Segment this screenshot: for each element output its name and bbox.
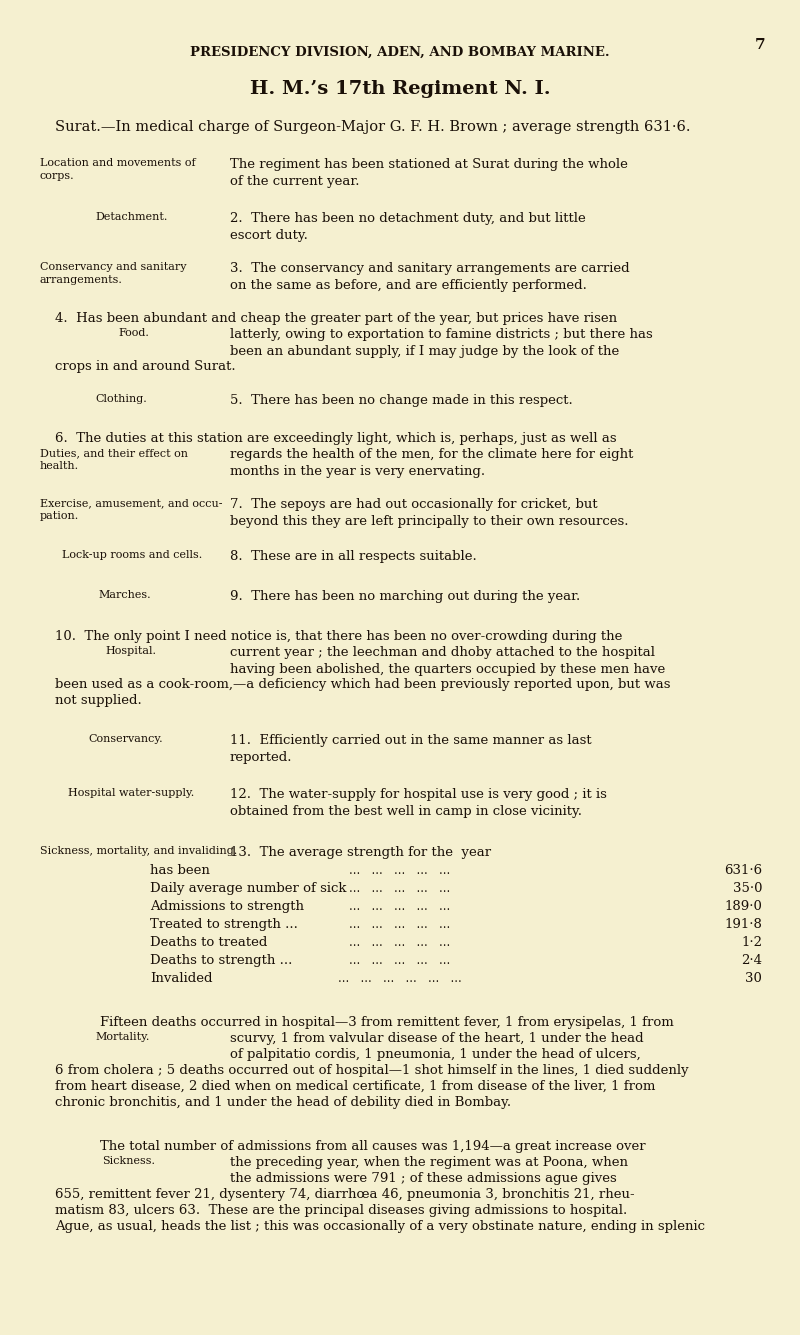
Text: 9.  There has been no marching out during the year.: 9. There has been no marching out during… xyxy=(230,590,580,603)
Text: Admissions to strength: Admissions to strength xyxy=(150,900,304,913)
Text: scurvy, 1 from valvular disease of the heart, 1 under the head: scurvy, 1 from valvular disease of the h… xyxy=(230,1032,644,1045)
Text: 5.  There has been no change made in this respect.: 5. There has been no change made in this… xyxy=(230,394,573,407)
Text: 35·0: 35·0 xyxy=(733,882,762,894)
Text: 7: 7 xyxy=(755,37,766,52)
Text: Clothing.: Clothing. xyxy=(95,394,146,405)
Text: 7.  The sepoys are had out occasionally for cricket, but
beyond this they are le: 7. The sepoys are had out occasionally f… xyxy=(230,498,629,529)
Text: chronic bronchitis, and 1 under the head of debility died in Bombay.: chronic bronchitis, and 1 under the head… xyxy=(55,1096,511,1109)
Text: 13.  The average strength for the  year: 13. The average strength for the year xyxy=(230,846,491,858)
Text: Daily average number of sick: Daily average number of sick xyxy=(150,882,346,894)
Text: Food.: Food. xyxy=(118,328,149,338)
Text: has been: has been xyxy=(150,864,210,877)
Text: Invalided: Invalided xyxy=(150,972,213,985)
Text: Treated to strength ...: Treated to strength ... xyxy=(150,918,298,930)
Text: 8.  These are in all respects suitable.: 8. These are in all respects suitable. xyxy=(230,550,477,563)
Text: 3.  The conservancy and sanitary arrangements are carried
on the same as before,: 3. The conservancy and sanitary arrangem… xyxy=(230,262,630,292)
Text: 4.  Has been abundant and cheap the greater part of the year, but prices have ri: 4. Has been abundant and cheap the great… xyxy=(55,312,617,324)
Text: crops in and around Surat.: crops in and around Surat. xyxy=(55,360,236,372)
Text: 30: 30 xyxy=(745,972,762,985)
Text: Deaths to treated: Deaths to treated xyxy=(150,936,267,949)
Text: Sickness.: Sickness. xyxy=(102,1156,155,1165)
Text: Hospital water-supply.: Hospital water-supply. xyxy=(68,788,194,798)
Text: ...   ...   ...   ...   ...: ... ... ... ... ... xyxy=(350,936,450,949)
Text: ...   ...   ...   ...   ...   ...: ... ... ... ... ... ... xyxy=(338,972,462,985)
Text: Marches.: Marches. xyxy=(98,590,150,599)
Text: 191·8: 191·8 xyxy=(724,918,762,930)
Text: 189·0: 189·0 xyxy=(724,900,762,913)
Text: Detachment.: Detachment. xyxy=(95,212,167,222)
Text: ...   ...   ...   ...   ...: ... ... ... ... ... xyxy=(350,955,450,967)
Text: of palpitatio cordis, 1 pneumonia, 1 under the head of ulcers,: of palpitatio cordis, 1 pneumonia, 1 und… xyxy=(230,1048,641,1061)
Text: ...   ...   ...   ...   ...: ... ... ... ... ... xyxy=(350,882,450,894)
Text: The total number of admissions from all causes was 1,194—a great increase over: The total number of admissions from all … xyxy=(100,1140,646,1153)
Text: Deaths to strength ...: Deaths to strength ... xyxy=(150,955,292,967)
Text: from heart disease, 2 died when on medical certificate, 1 from disease of the li: from heart disease, 2 died when on medic… xyxy=(55,1080,655,1093)
Text: Exercise, amusement, and occu-
pation.: Exercise, amusement, and occu- pation. xyxy=(40,498,222,521)
Text: 10.  The only point I need notice is, that there has been no over-crowding durin: 10. The only point I need notice is, tha… xyxy=(55,630,622,643)
Text: 12.  The water-supply for hospital use is very good ; it is
obtained from the be: 12. The water-supply for hospital use is… xyxy=(230,788,607,818)
Text: current year ; the leechman and dhoby attached to the hospital
having been aboli: current year ; the leechman and dhoby at… xyxy=(230,646,666,676)
Text: 6 from cholera ; 5 deaths occurred out of hospital—1 shot himself in the lines, : 6 from cholera ; 5 deaths occurred out o… xyxy=(55,1064,689,1077)
Text: PRESIDENCY DIVISION, ADEN, AND BOMBAY MARINE.: PRESIDENCY DIVISION, ADEN, AND BOMBAY MA… xyxy=(190,45,610,59)
Text: ...   ...   ...   ...   ...: ... ... ... ... ... xyxy=(350,900,450,913)
Text: latterly, owing to exportation to famine districts ; but there has
been an abund: latterly, owing to exportation to famine… xyxy=(230,328,653,358)
Text: 655, remittent fever 21, dysentery 74, diarrhœa 46, pneumonia 3, bronchitis 21, : 655, remittent fever 21, dysentery 74, d… xyxy=(55,1188,634,1202)
Text: matism 83, ulcers 63.  These are the principal diseases giving admissions to hos: matism 83, ulcers 63. These are the prin… xyxy=(55,1204,627,1218)
Text: Hospital.: Hospital. xyxy=(105,646,156,655)
Text: not supplied.: not supplied. xyxy=(55,694,142,708)
Text: Conservancy.: Conservancy. xyxy=(88,734,162,744)
Text: 11.  Efficiently carried out in the same manner as last
reported.: 11. Efficiently carried out in the same … xyxy=(230,734,592,764)
Text: Mortality.: Mortality. xyxy=(95,1032,150,1043)
Text: Lock-up rooms and cells.: Lock-up rooms and cells. xyxy=(62,550,202,559)
Text: H. M.’s 17th Regiment N. I.: H. M.’s 17th Regiment N. I. xyxy=(250,80,550,97)
Text: ...   ...   ...   ...   ...: ... ... ... ... ... xyxy=(350,918,450,930)
Text: 6.  The duties at this station are exceedingly light, which is, perhaps, just as: 6. The duties at this station are exceed… xyxy=(55,433,617,445)
Text: Surat.—In medical charge of Surgeon-Major G. F. H. Brown ; average strength 631·: Surat.—In medical charge of Surgeon-Majo… xyxy=(55,120,690,134)
Text: regards the health of the men, for the climate here for eight
months in the year: regards the health of the men, for the c… xyxy=(230,449,634,478)
Text: The regiment has been stationed at Surat during the whole
of the current year.: The regiment has been stationed at Surat… xyxy=(230,158,628,188)
Text: the preceding year, when the regiment was at Poona, when: the preceding year, when the regiment wa… xyxy=(230,1156,628,1169)
Text: Ague, as usual, heads the list ; this was occasionally of a very obstinate natur: Ague, as usual, heads the list ; this wa… xyxy=(55,1220,705,1234)
Text: Location and movements of
corps.: Location and movements of corps. xyxy=(40,158,196,180)
Text: the admissions were 791 ; of these admissions ague gives: the admissions were 791 ; of these admis… xyxy=(230,1172,617,1185)
Text: 2.  There has been no detachment duty, and but little
escort duty.: 2. There has been no detachment duty, an… xyxy=(230,212,586,242)
Text: Sickness, mortality, and invaliding.: Sickness, mortality, and invaliding. xyxy=(40,846,238,856)
Text: been used as a cook-room,—a deficiency which had been previously reported upon, : been used as a cook-room,—a deficiency w… xyxy=(55,678,670,692)
Text: 2·4: 2·4 xyxy=(741,955,762,967)
Text: 1·2: 1·2 xyxy=(741,936,762,949)
Text: 631·6: 631·6 xyxy=(724,864,762,877)
Text: Conservancy and sanitary
arrangements.: Conservancy and sanitary arrangements. xyxy=(40,262,186,284)
Text: Duties, and their effect on
health.: Duties, and their effect on health. xyxy=(40,449,188,471)
Text: Fifteen deaths occurred in hospital—3 from remittent fever, 1 from erysipelas, 1: Fifteen deaths occurred in hospital—3 fr… xyxy=(100,1016,674,1029)
Text: ...   ...   ...   ...   ...: ... ... ... ... ... xyxy=(350,864,450,877)
